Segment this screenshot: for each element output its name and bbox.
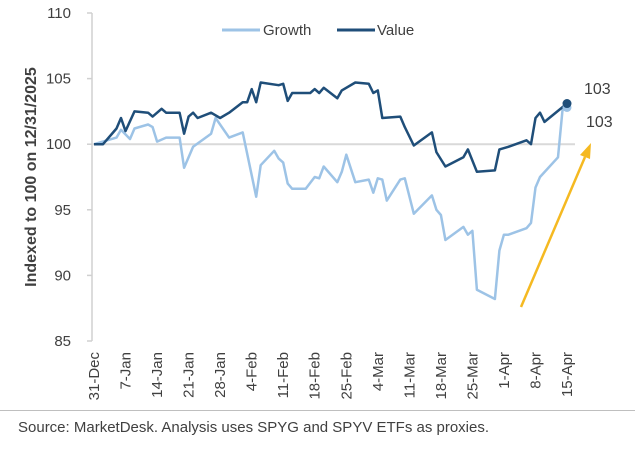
x-tick-label: 11-Feb bbox=[275, 352, 292, 398]
legend-label-value: Value bbox=[377, 22, 414, 39]
end-point-value bbox=[562, 99, 572, 109]
arrow-shaft bbox=[519, 156, 587, 308]
x-tick-label: 4-Feb bbox=[244, 352, 261, 391]
x-tick-label: 1-Apr bbox=[496, 352, 513, 389]
x-tick-label: 14-Jan bbox=[149, 352, 166, 398]
arrow-head bbox=[580, 143, 591, 159]
y-axis-title: Indexed to 100 on 12/31/2025 bbox=[23, 67, 40, 287]
legend-label-growth: Growth bbox=[263, 22, 311, 39]
annotation-arrow bbox=[519, 143, 591, 308]
x-tick-label: 25-Mar bbox=[464, 352, 481, 400]
series-line-growth bbox=[93, 106, 568, 301]
y-tick-label: 90 bbox=[54, 267, 71, 284]
divider bbox=[0, 410, 635, 411]
end-label-value: 103 bbox=[584, 81, 611, 98]
x-tick-label: 18-Mar bbox=[433, 352, 450, 400]
x-tick-label: 25-Feb bbox=[338, 352, 355, 400]
legend: Growth Value bbox=[222, 22, 414, 39]
line-chart: 85 90 95 100 105 110 31-Dec 7-Jan 14-Jan 21-Jan 28… bbox=[23, 5, 613, 400]
source-note: Source: MarketDesk. Analysis uses SPYG a… bbox=[18, 419, 490, 436]
series-lines bbox=[93, 81, 572, 301]
x-tick-label: 18-Feb bbox=[307, 352, 324, 400]
y-tick-label: 105 bbox=[46, 71, 71, 88]
series-line-value bbox=[94, 81, 568, 174]
y-tick-label: 85 bbox=[54, 333, 71, 350]
y-tick-label: 100 bbox=[46, 136, 71, 153]
x-tick-label: 11-Mar bbox=[401, 352, 418, 398]
x-tick-label: 7-Jan bbox=[118, 352, 135, 390]
axes: 85 90 95 100 105 110 31-Dec 7-Jan 14-Jan 21-Jan 28… bbox=[46, 5, 576, 400]
x-tick-label: 21-Jan bbox=[181, 352, 198, 398]
end-label-growth: 103 bbox=[586, 114, 613, 131]
y-tick-label: 110 bbox=[47, 5, 71, 22]
x-tick-label: 31-Dec bbox=[86, 352, 103, 401]
y-tick-label: 95 bbox=[54, 202, 71, 219]
x-tick-label: 8-Apr bbox=[527, 352, 544, 389]
x-tick-label: 15-Apr bbox=[559, 352, 576, 397]
x-tick-label: 28-Jan bbox=[212, 352, 229, 398]
x-tick-label: 4-Mar bbox=[370, 352, 387, 391]
